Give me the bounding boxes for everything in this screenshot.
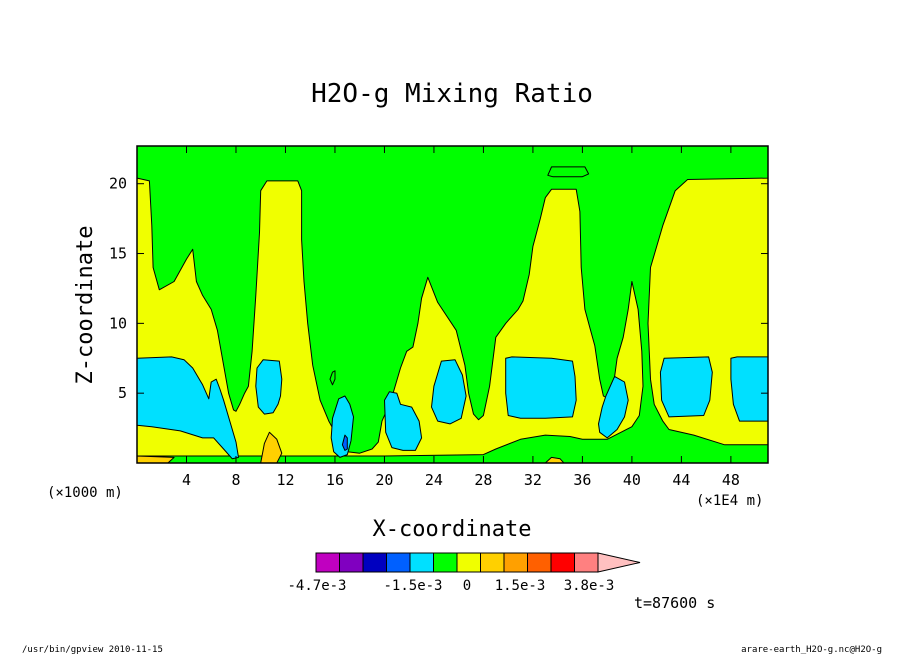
colorbar bbox=[315, 552, 641, 573]
x-tick-label: 12 bbox=[276, 471, 294, 489]
contour-region-green-0 bbox=[137, 146, 768, 463]
x-tick-label: 32 bbox=[524, 471, 542, 489]
x-tick-label: 28 bbox=[474, 471, 492, 489]
colorbar-segment bbox=[339, 552, 364, 573]
contour-region-cyan-8 bbox=[730, 356, 768, 422]
y-tick-label: 5 bbox=[118, 384, 127, 402]
colorbar-label: 1.5e-3 bbox=[495, 578, 546, 594]
contour-region-cyan-7 bbox=[659, 356, 713, 418]
y-tick-label: 15 bbox=[109, 245, 127, 263]
contour-region-cyan-3 bbox=[384, 391, 423, 451]
chart-title: H2O-g Mixing Ratio bbox=[311, 79, 593, 109]
colorbar-segment bbox=[386, 552, 411, 573]
x-tick-label: 40 bbox=[623, 471, 641, 489]
contour-region-cyan-5 bbox=[505, 356, 577, 419]
contour-region-cyan-2 bbox=[330, 395, 354, 458]
y-tick-label: 20 bbox=[109, 175, 127, 193]
x-tick-label: 36 bbox=[573, 471, 591, 489]
colorbar-label: 0 bbox=[463, 578, 471, 594]
x-tick-label: 8 bbox=[231, 471, 240, 489]
footer-right: arare-earth_H2O-g.nc@H2O-g bbox=[741, 645, 882, 654]
footer-left: /usr/bin/gpview 2010-11-15 bbox=[22, 645, 163, 654]
x-axis-units-left: (×1000 m) bbox=[47, 485, 123, 501]
x-axis-units-right: (×1E4 m) bbox=[696, 493, 763, 509]
y-tick-label: 10 bbox=[109, 314, 127, 332]
colorbar-segment bbox=[409, 552, 434, 573]
x-tick-label: 20 bbox=[375, 471, 393, 489]
colorbar-label: -4.7e-3 bbox=[287, 578, 346, 594]
x-tick-label: 48 bbox=[722, 471, 740, 489]
colorbar-segment bbox=[503, 552, 528, 573]
colorbar-segment bbox=[480, 552, 505, 573]
colorbar-segment bbox=[456, 552, 481, 573]
contour-region-orange-small-1 bbox=[260, 431, 283, 463]
contour-region-blue-small-0 bbox=[341, 434, 348, 451]
contour-region-cyan-4 bbox=[431, 359, 467, 425]
y-axis-label: Z-coordinate bbox=[73, 226, 98, 385]
colorbar-label: -1.5e-3 bbox=[383, 578, 442, 594]
x-axis-label: X-coordinate bbox=[373, 517, 532, 542]
contour-region-cyan-6 bbox=[598, 375, 629, 439]
contour-region-orange-small-2 bbox=[544, 456, 565, 463]
colorbar-label: 3.8e-3 bbox=[564, 578, 615, 594]
contour-region-orange-small-0 bbox=[137, 455, 175, 463]
x-tick-label: 24 bbox=[425, 471, 443, 489]
contour-region-cyan-0 bbox=[137, 356, 239, 460]
plot-frame bbox=[136, 145, 769, 464]
x-tick-label: 44 bbox=[672, 471, 690, 489]
x-tick-label: 4 bbox=[182, 471, 191, 489]
contour-region-cyan-1 bbox=[255, 359, 283, 415]
colorbar-arrow bbox=[597, 552, 641, 573]
contour-region-green-tiny-0 bbox=[329, 370, 336, 386]
contour-field bbox=[137, 146, 768, 463]
contour-region-green-top-blob-0 bbox=[547, 166, 590, 178]
colorbar-segment bbox=[574, 552, 599, 573]
colorbar-segment bbox=[527, 552, 552, 573]
x-tick-label: 16 bbox=[326, 471, 344, 489]
colorbar-segment bbox=[362, 552, 387, 573]
time-label: t=87600 s bbox=[634, 594, 715, 612]
colorbar-segment bbox=[550, 552, 575, 573]
colorbar-segment bbox=[433, 552, 458, 573]
colorbar-labels: -4.7e-3 -1.5e-3 0 1.5e-3 3.8e-3 bbox=[287, 578, 614, 594]
colorbar-segment bbox=[315, 552, 340, 573]
